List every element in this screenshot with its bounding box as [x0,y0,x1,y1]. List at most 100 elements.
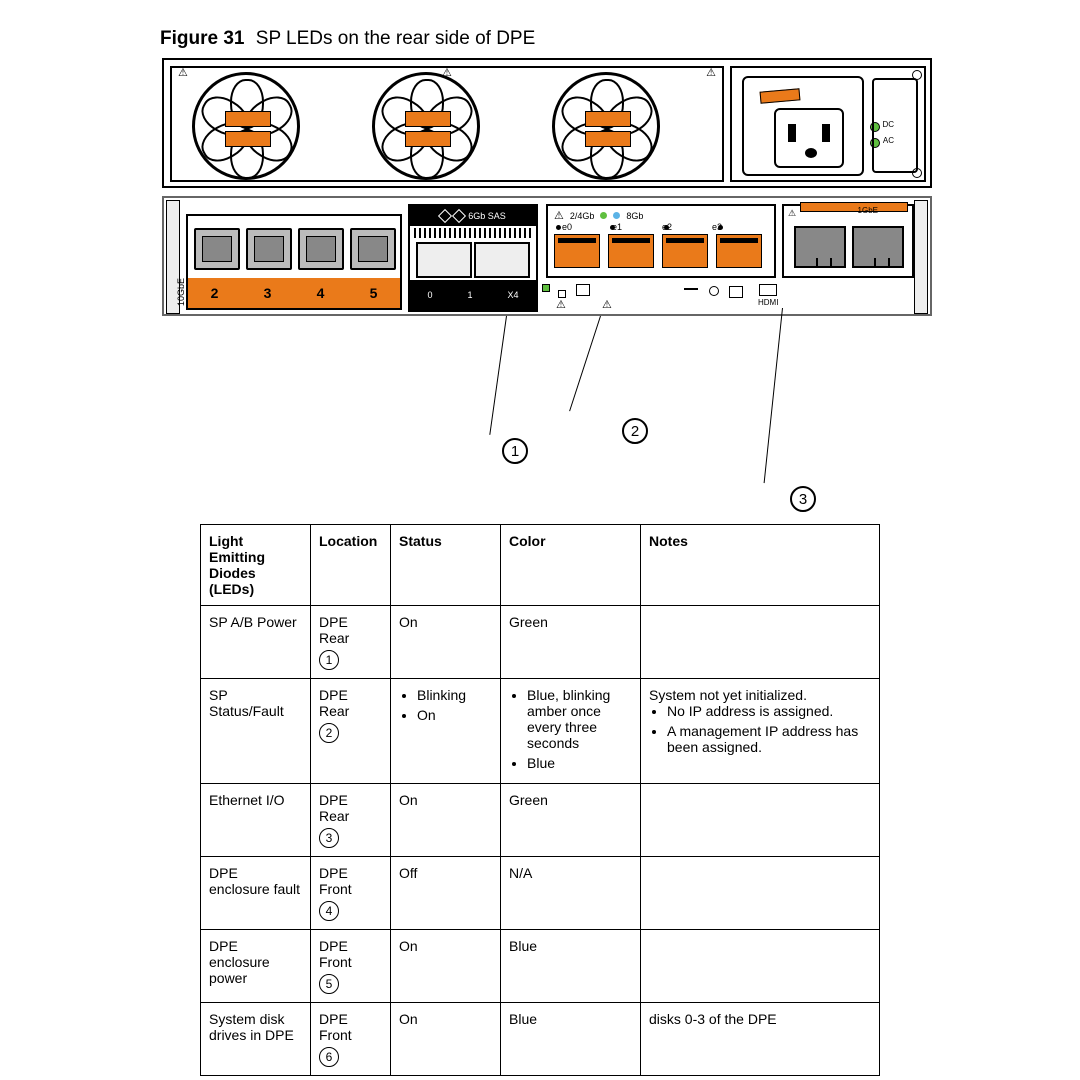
chassis-upper: ⚠ ⚠ ⚠ [162,58,932,188]
port-number: 4 [294,285,347,301]
figure-title: SP LEDs on the rear side of DPE [256,28,536,49]
list-item: No IP address is assigned. [667,703,871,719]
figure-label: Figure 31 [160,28,244,49]
cell-location: DPE Rear 2 [311,679,391,784]
fc-port-icon [662,234,708,268]
th-location: Location [311,525,391,606]
list-item: A management IP address has been assigne… [667,723,871,755]
fc-port-icon [716,234,762,268]
cell-color: N/A [501,857,641,930]
figure-caption: Figure 31 SP LEDs on the rear side of DP… [160,28,535,50]
fc-speed-a: 2/4Gb [570,211,595,221]
sas-header-label: 6Gb SAS [468,211,506,221]
list-item: Blue [527,755,632,771]
sfp-port-icon [246,228,292,270]
table-row: System disk drives in DPEDPE Front6OnBlu… [201,1003,880,1076]
label-10gbe: 10GbE [176,278,186,306]
location-callout-icon: 2 [319,723,339,743]
location-callout-icon: 5 [319,974,339,994]
dot-green-icon [600,212,607,219]
cell-color: Blue [501,1003,641,1076]
audio-icon [684,288,698,300]
psu-inner: DC AC [742,76,864,176]
module-handle-icon [800,202,908,212]
cell-led: DPE enclosure fault [201,857,311,930]
sfp-port-icon [194,228,240,270]
cell-status: On [391,930,501,1003]
cell-location: DPE Rear 1 [311,606,391,679]
cell-led: SP Status/Fault [201,679,311,784]
hardware-diagram: ⚠ ⚠ ⚠ [162,58,932,348]
list-item: Blinking [417,687,492,703]
cell-location: DPE Rear3 [311,784,391,857]
usb-icon [729,286,743,298]
hdmi-icon [759,284,777,296]
warning-icon: ⚠ [554,209,564,222]
warning-icon: ⚠ [602,298,612,311]
sas-footer-label: X4 [507,290,518,300]
psu-handle-icon [760,88,801,103]
leader-line [489,316,507,435]
screw-icon [912,70,922,80]
table-row: SP A/B PowerDPE Rear 1 OnGreen [201,606,880,679]
location-text: DPE Front [319,1011,382,1043]
cell-status: Off [391,857,501,930]
cell-status: On [391,606,501,679]
fan-icon [372,72,480,180]
dot-blue-icon [613,212,620,219]
cell-led: DPE enclosure power [201,930,311,1003]
fan-bay: ⚠ ⚠ ⚠ [170,66,724,182]
jack-icon [709,286,719,296]
power-outlet-icon [774,108,844,168]
cell-location: DPE Front4 [311,857,391,930]
hdmi-label: HDMI [758,298,778,307]
location-callout-icon: 1 [319,650,339,670]
table-row: SP Status/FaultDPE Rear 2 BlinkingOn Blue, … [201,679,880,784]
module-sas: 6Gb SAS 0 1 X4 [408,204,538,312]
cell-notes [641,930,880,1003]
notes-intro: System not yet initialized. [649,687,871,703]
psu-module: DC AC [730,66,926,182]
location-text: DPE Front [319,938,382,970]
rack-ear-icon [914,200,928,314]
screw-icon [912,168,922,178]
cell-led: System disk drives in DPE [201,1003,311,1076]
list-item: Blue, blinking amber once every three se… [527,687,632,751]
location-text: DPE Rear [319,687,382,719]
fc-port-icon [608,234,654,268]
callout-2: 2 [622,418,648,444]
cell-color: Green [501,606,641,679]
location-text: DPE Rear [319,614,382,646]
warning-icon: ⚠ [178,66,188,79]
cell-location: DPE Front 6 [311,1003,391,1076]
table-header-row: Light Emitting Diodes (LEDs) Location St… [201,525,880,606]
module-10gbe: 10GbE 2 3 4 5 [186,214,402,310]
led-table: Light Emitting Diodes (LEDs) Location St… [200,524,880,1076]
cell-led: SP A/B Power [201,606,311,679]
cell-status: On [391,784,501,857]
sas-port-num: 0 [427,290,432,300]
cell-status: BlinkingOn [391,679,501,784]
th-notes: Notes [641,525,880,606]
sfp-port-icon [350,228,396,270]
module-1gbe: ⚠ 1GbE [782,204,914,278]
sas-port-icon [416,242,472,278]
port-number: 2 [188,285,241,301]
location-text: DPE Rear [319,792,382,824]
location-callout-icon: 6 [319,1047,339,1067]
callout-3: 3 [790,486,816,512]
table-row: DPE enclosure faultDPE Front4OffN/A [201,857,880,930]
fc-speed-b: 8Gb [626,211,643,221]
th-status: Status [391,525,501,606]
sfp-port-icon [298,228,344,270]
cell-notes [641,857,880,930]
cell-color: Green [501,784,641,857]
sas-port-num: 1 [467,290,472,300]
fc-port-label: e0 [562,222,572,232]
label-1gbe: 1GbE [858,206,878,215]
module-fc: ⚠ 2/4Gb 8Gb e0 e1 e2 e3 [546,204,776,278]
sd-card-icon [576,284,590,296]
notes-intro: disks 0-3 of the DPE [649,1011,871,1027]
cell-color: Blue, blinking amber once every three se… [501,679,641,784]
port-number: 5 [347,285,400,301]
